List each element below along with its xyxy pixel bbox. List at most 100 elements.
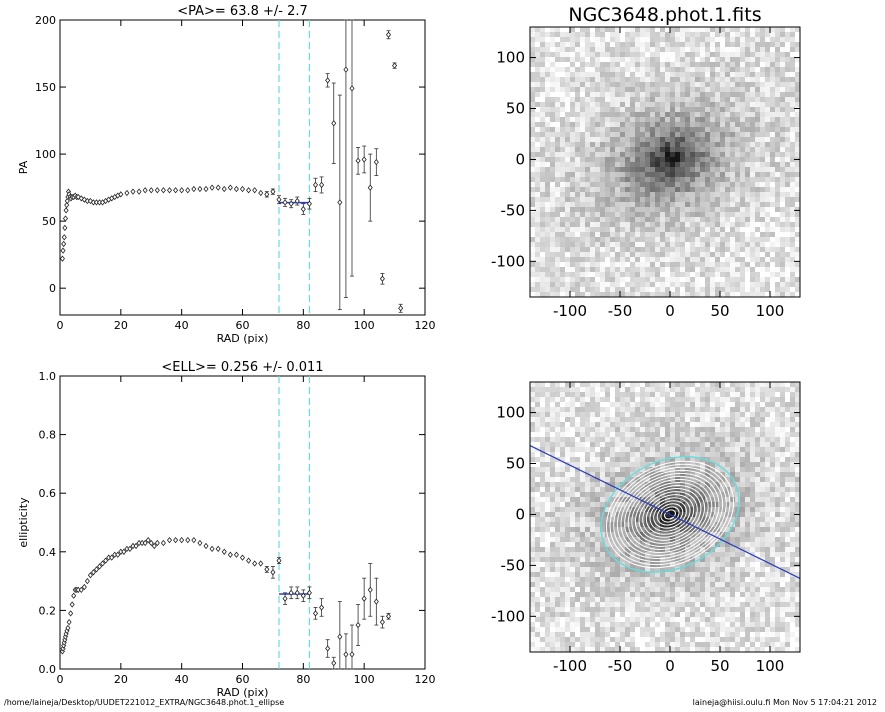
pixel bbox=[775, 527, 780, 532]
pixel bbox=[760, 147, 765, 152]
pixel bbox=[775, 427, 780, 432]
pixel bbox=[550, 387, 555, 392]
pixel bbox=[605, 387, 610, 392]
pixel bbox=[775, 507, 780, 512]
pixel bbox=[695, 97, 700, 102]
pixel bbox=[725, 172, 730, 177]
pixel bbox=[600, 192, 605, 197]
pixel bbox=[725, 222, 730, 227]
pixel bbox=[755, 147, 760, 152]
pixel bbox=[670, 287, 675, 292]
pixel bbox=[600, 137, 605, 142]
pixel bbox=[700, 217, 705, 222]
pixel bbox=[790, 192, 795, 197]
pixel bbox=[565, 232, 570, 237]
data-point bbox=[247, 558, 251, 563]
pixel bbox=[615, 392, 620, 397]
pixel bbox=[670, 87, 675, 92]
pixel bbox=[550, 222, 555, 227]
pixel bbox=[550, 232, 555, 237]
pixel bbox=[685, 387, 690, 392]
pixel bbox=[590, 447, 595, 452]
pixel bbox=[665, 97, 670, 102]
pixel bbox=[565, 67, 570, 72]
pixel bbox=[715, 67, 720, 72]
pixel bbox=[630, 177, 635, 182]
plot-title: <PA>= 63.8 +/- 2.7 bbox=[177, 4, 308, 19]
pixel bbox=[605, 417, 610, 422]
pixel bbox=[775, 487, 780, 492]
pixel bbox=[700, 52, 705, 57]
pixel bbox=[790, 62, 795, 67]
pixel bbox=[735, 87, 740, 92]
pixel bbox=[550, 502, 555, 507]
pixel bbox=[535, 227, 540, 232]
pixel bbox=[775, 402, 780, 407]
pixel bbox=[555, 142, 560, 147]
pixel bbox=[745, 122, 750, 127]
pixel bbox=[780, 162, 785, 167]
pixel bbox=[625, 437, 630, 442]
pixel bbox=[775, 392, 780, 397]
pixel bbox=[595, 132, 600, 137]
pixel bbox=[780, 387, 785, 392]
pixel bbox=[620, 92, 625, 97]
pixel bbox=[595, 392, 600, 397]
pixel bbox=[740, 237, 745, 242]
pixel bbox=[550, 417, 555, 422]
pixel bbox=[755, 392, 760, 397]
pixel bbox=[630, 172, 635, 177]
pixel bbox=[670, 142, 675, 147]
pixel bbox=[730, 87, 735, 92]
pixel bbox=[780, 457, 785, 462]
pixel bbox=[730, 177, 735, 182]
data-point bbox=[125, 190, 129, 195]
pixel bbox=[745, 192, 750, 197]
pixel bbox=[575, 397, 580, 402]
pixel bbox=[695, 422, 700, 427]
pixel bbox=[595, 422, 600, 427]
pixel bbox=[610, 72, 615, 77]
pixel bbox=[680, 147, 685, 152]
pixel bbox=[580, 247, 585, 252]
pixel bbox=[715, 452, 720, 457]
pixel bbox=[720, 42, 725, 47]
pixel bbox=[585, 392, 590, 397]
pixel bbox=[710, 167, 715, 172]
pixel bbox=[760, 462, 765, 467]
pixel bbox=[550, 472, 555, 477]
pixel bbox=[670, 127, 675, 132]
pixel bbox=[725, 407, 730, 412]
pixel bbox=[635, 192, 640, 197]
pixel bbox=[615, 172, 620, 177]
pixel bbox=[555, 282, 560, 287]
pixel bbox=[575, 482, 580, 487]
pixel bbox=[665, 262, 670, 267]
pixel bbox=[770, 127, 775, 132]
pixel bbox=[560, 162, 565, 167]
pixel bbox=[555, 187, 560, 192]
pixel bbox=[760, 67, 765, 72]
pixel bbox=[580, 442, 585, 447]
pixel bbox=[760, 202, 765, 207]
pixel bbox=[725, 72, 730, 77]
pixel bbox=[765, 227, 770, 232]
pixel bbox=[705, 217, 710, 222]
pixel bbox=[565, 57, 570, 62]
pixel bbox=[790, 252, 795, 257]
pixel bbox=[780, 462, 785, 467]
pixel bbox=[595, 447, 600, 452]
pixel bbox=[670, 207, 675, 212]
pixel bbox=[675, 127, 680, 132]
pixel bbox=[605, 52, 610, 57]
data-point bbox=[350, 86, 354, 91]
pixel bbox=[685, 117, 690, 122]
pixel bbox=[605, 87, 610, 92]
data-point bbox=[143, 188, 147, 193]
pixel bbox=[735, 282, 740, 287]
pixel bbox=[665, 167, 670, 172]
pixel bbox=[755, 387, 760, 392]
pixel bbox=[560, 107, 565, 112]
pixel bbox=[755, 422, 760, 427]
pixel bbox=[545, 497, 550, 502]
